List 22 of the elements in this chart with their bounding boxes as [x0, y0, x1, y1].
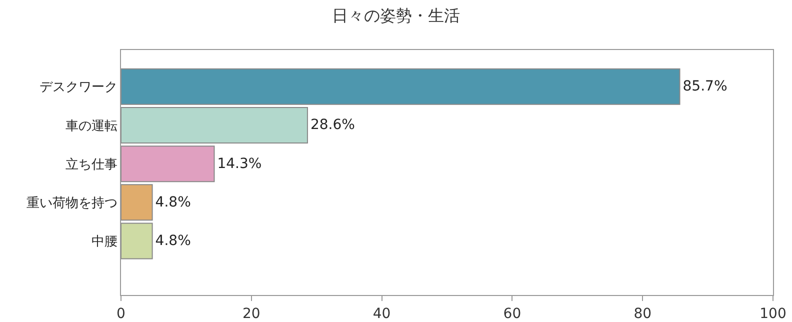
- data-label: 85.7%: [682, 78, 728, 95]
- bar: [121, 146, 215, 182]
- x-tick-label: 60: [503, 306, 522, 322]
- y-tick-label: 中腰: [91, 234, 118, 250]
- bar: [121, 222, 153, 260]
- y-tick-label: デスクワーク: [39, 80, 118, 96]
- data-label: 28.6%: [310, 117, 355, 134]
- y-tick-label: 立ち仕事: [65, 156, 118, 172]
- data-label: 4.8%: [155, 194, 191, 210]
- x-tick-label: 40: [372, 306, 391, 322]
- bar: [121, 184, 153, 221]
- x-tick-label: 0: [116, 306, 126, 322]
- x-tick-label: 100: [760, 306, 786, 322]
- x-tick-label: 80: [634, 306, 652, 322]
- bar: [121, 106, 308, 144]
- bar: [121, 68, 680, 105]
- y-tick-label: 重い荷物を持つ: [26, 196, 118, 211]
- data-label: 14.3%: [217, 156, 262, 172]
- chart-title: 日々の姿勢・生活: [332, 6, 460, 25]
- x-tick-label: 20: [242, 306, 260, 322]
- data-label: 4.8%: [155, 232, 191, 249]
- y-tick-label: 車の運転: [65, 118, 118, 134]
